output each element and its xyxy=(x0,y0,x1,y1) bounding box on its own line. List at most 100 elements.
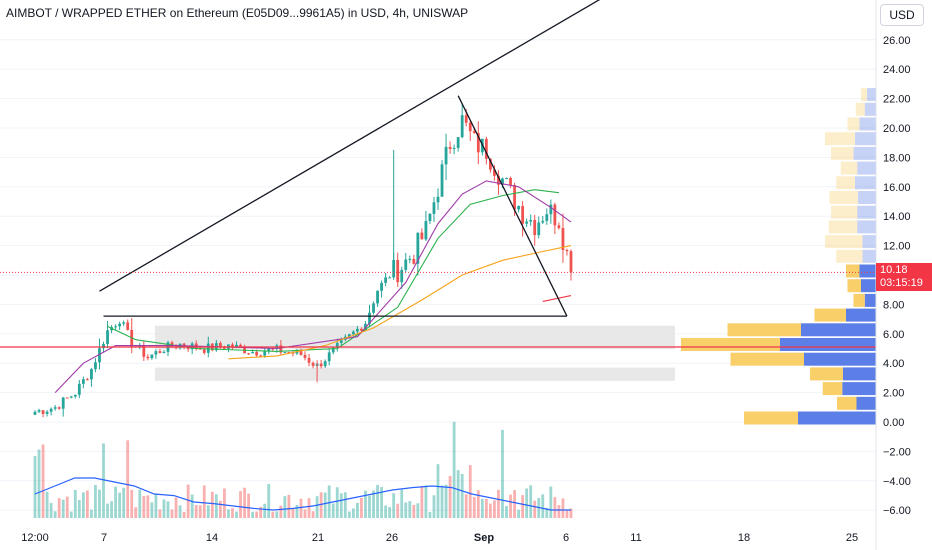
volume-bar xyxy=(480,498,484,518)
volume-profile-sell xyxy=(837,396,857,410)
candle-body xyxy=(509,178,512,186)
volume-bar xyxy=(118,492,122,518)
time-tick-label: 21 xyxy=(312,532,324,544)
volume-bar xyxy=(364,490,367,518)
candle-body xyxy=(323,361,327,367)
volume-bar xyxy=(561,498,565,518)
candle-body xyxy=(561,228,565,250)
candle-body xyxy=(235,344,238,348)
volume-bar xyxy=(57,498,61,518)
moving-average-line xyxy=(228,245,572,360)
volume-bar xyxy=(484,498,488,518)
candle-body xyxy=(428,213,432,222)
candle-body xyxy=(279,345,283,353)
volume-profile-sell xyxy=(814,308,846,322)
countdown-timer: 03:15:19 xyxy=(880,277,923,289)
candle-body xyxy=(424,221,428,240)
volume-bar xyxy=(122,487,126,518)
volume-bar xyxy=(448,475,452,518)
volume-bar xyxy=(65,496,69,518)
candle-body xyxy=(122,322,126,324)
volume-profile-sell xyxy=(861,88,867,102)
candle-body xyxy=(231,344,234,348)
time-tick-label: 7 xyxy=(101,532,107,544)
volume-profile-sell xyxy=(828,220,858,234)
candle-body xyxy=(464,115,468,123)
volume-profile-sell xyxy=(829,191,858,204)
volume-bar xyxy=(299,498,303,518)
price-tick-label: 24.00 xyxy=(883,64,911,76)
volume-profile-buy xyxy=(859,117,876,131)
candle-body xyxy=(569,251,573,273)
volume-bar xyxy=(356,502,359,518)
volume-bar xyxy=(182,511,186,518)
candle-body xyxy=(356,328,359,332)
volume-bar xyxy=(259,506,263,518)
candle-body xyxy=(77,383,81,395)
volume-bar xyxy=(174,497,178,518)
volume-bar xyxy=(45,491,49,518)
volume-bar xyxy=(497,489,500,518)
volume-bar xyxy=(331,503,335,518)
time-tick-label: 12:00 xyxy=(21,532,49,544)
volume-profile-sell xyxy=(836,249,863,263)
volume-bar xyxy=(380,486,383,518)
volume-bar xyxy=(247,493,250,518)
volume-bar xyxy=(85,490,89,518)
volume-bar xyxy=(416,503,420,518)
volume-profile-sell xyxy=(831,146,854,160)
candle-body xyxy=(53,407,57,409)
candle-body xyxy=(206,343,210,353)
candle-body xyxy=(85,379,89,381)
volume-bar xyxy=(255,511,259,518)
volume-bar xyxy=(424,485,428,518)
volume-bar xyxy=(210,491,214,518)
currency-button[interactable]: USD xyxy=(880,4,924,26)
volume-ma-line xyxy=(34,477,571,511)
volume-bar xyxy=(549,486,553,518)
candle-body xyxy=(90,369,93,380)
volume-bar xyxy=(223,488,226,518)
candle-body xyxy=(146,356,150,359)
candle-body xyxy=(327,352,331,362)
candle-body xyxy=(521,206,525,224)
volume-bar xyxy=(464,494,468,518)
volume-bar xyxy=(513,490,516,518)
volume-bar xyxy=(102,443,105,518)
volume-profile-buy xyxy=(804,352,876,366)
volume-bar xyxy=(81,492,85,518)
grid-lines xyxy=(0,39,876,511)
volume-profile-sell xyxy=(825,132,855,146)
candle-body xyxy=(331,347,335,353)
volume-bar xyxy=(287,494,291,518)
volume-bar xyxy=(392,493,396,518)
volume-bar xyxy=(307,498,311,518)
volume-bar xyxy=(271,511,275,518)
candle-body xyxy=(335,342,339,348)
volume-bar xyxy=(432,495,436,518)
volume-profile-buy xyxy=(857,205,876,219)
volume-bar xyxy=(452,421,456,518)
volume-bar xyxy=(545,507,549,518)
volume-bar xyxy=(98,489,101,518)
candle-body xyxy=(537,222,541,236)
volume-bar xyxy=(509,494,512,518)
candle-body xyxy=(493,169,496,176)
candle-body xyxy=(118,323,122,327)
volume-bar xyxy=(158,509,162,518)
volume-profile-buy xyxy=(857,161,876,175)
volume-bar xyxy=(376,484,379,518)
volume-bar xyxy=(283,496,287,518)
price-tick-label: −4.00 xyxy=(883,476,911,488)
volume-profile xyxy=(681,88,876,425)
volume-bar xyxy=(110,501,113,518)
candle-body xyxy=(351,331,355,335)
volume-bar xyxy=(178,505,182,518)
price-tick-label: 16.00 xyxy=(883,182,911,194)
candle-body xyxy=(239,344,242,347)
candle-body xyxy=(541,220,545,223)
volume-profile-buy xyxy=(843,367,876,381)
volume-bar xyxy=(263,503,267,518)
candle-body xyxy=(255,351,259,356)
